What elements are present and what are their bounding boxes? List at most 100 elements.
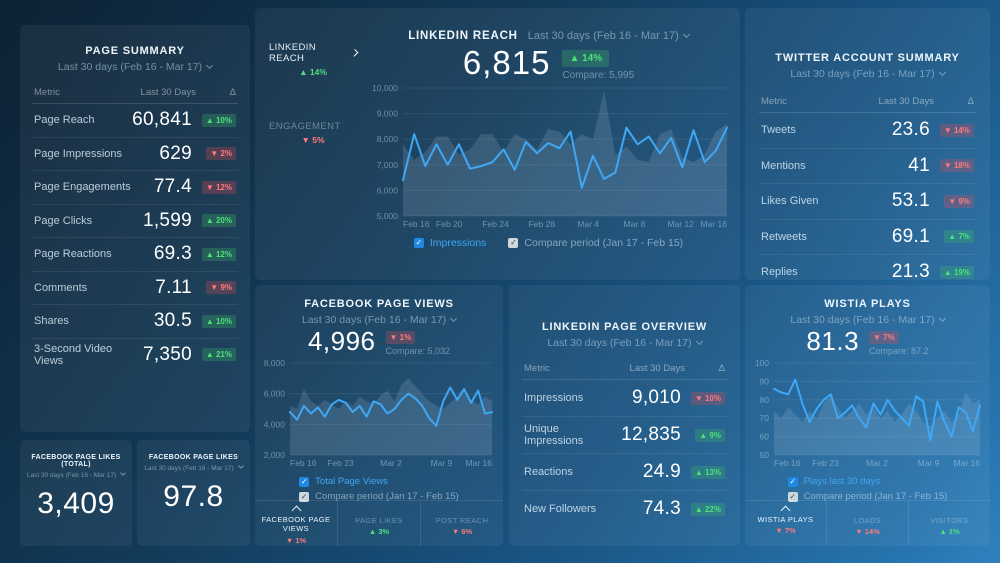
legend-label: Compare period (Jan 17 - Feb 15) [315,491,459,502]
svg-text:2,000: 2,000 [264,450,286,460]
fb-page-views-panel: FACEBOOK PAGE VIEWS Last 30 days (Feb 16… [255,285,503,546]
tab-loads[interactable]: LOADS ▼ 14% [826,501,908,546]
chevron-down-icon [695,337,703,346]
compare-value: Compare: 87.2 [869,346,929,356]
legend-item[interactable]: ✓ Compare period (Jan 17 - Feb 15) [299,491,459,502]
tab-label: WISTIA PLAYS [757,515,814,524]
svg-text:60: 60 [759,432,769,442]
date-range-dropdown[interactable]: Last 30 days (Feb 16 - Mar 17) [745,68,990,80]
legend-checkbox[interactable]: ✓ [787,476,798,487]
metric-label: Page Reactions [34,248,112,261]
rail-item-label: LINKEDIN REACH [269,42,359,64]
rail-item-delta: ▲ 14% [299,67,327,77]
table-row: 3-Second Video Views 7,350 ▲ 21% [32,339,238,372]
table-row: Page Impressions 629 ▼ 2% [32,138,238,171]
table-row: Tweets 23.6 ▼ 14% [759,113,976,149]
legend-item[interactable]: ✓ Impressions [413,237,486,249]
metric-value: 7.11 [155,276,192,298]
svg-text:8,000: 8,000 [264,358,286,368]
metric-value: 9,010 [631,387,681,408]
fb-page-views-chart: 8,000 6,000 4,000 2,000 Feb 16 Feb 23 Mar 2 Mar… [264,358,493,468]
metric-value: 77.4 [153,176,192,198]
delta-badge: ▼ 10% [690,391,725,405]
date-range-dropdown[interactable]: Last 30 days (Feb 16 - Mar 17) [745,314,990,326]
linkedin-reach-panel: LINKEDIN REACH ▲ 14% ENGAGEMENT ▼ 5% LINKED… [255,8,740,280]
linkedin-reach-chart: 10,000 9,000 8,000 7,000 6,000 5,000 Feb 16 Feb… [372,83,728,229]
metric-tabs: FACEBOOK PAGE VIEWS ▼ 1% PAGE LIKES ▲ 3% POS… [255,500,503,546]
metric-value: 1,599 [142,209,192,231]
legend-checkbox[interactable]: ✓ [508,238,519,248]
delta-badge: ▲ 14% [562,50,610,67]
chevron-down-icon [450,314,458,323]
metric-label: Shares [34,315,69,328]
legend-checkbox[interactable]: ✓ [299,476,310,487]
chevron-down-icon [682,30,690,39]
metric-label: Page Clicks [34,214,93,227]
metric-label: Comments [34,281,88,294]
metric-value: 12,835 [621,424,681,445]
date-range-dropdown[interactable]: Last 30 days (Feb 16 - Mar 17) [528,30,690,42]
tab-wistia-plays[interactable]: WISTIA PLAYS ▼ 7% [745,501,826,546]
rail-item-label: ENGAGEMENT [269,121,341,132]
date-range-dropdown[interactable]: Last 30 days (Feb 16 - Mar 17) [137,463,250,472]
table-row: Impressions 9,010 ▼ 10% [522,380,727,417]
svg-text:8,000: 8,000 [376,134,398,144]
tab-post-reach[interactable]: POST REACH ▼ 6% [420,501,503,546]
svg-text:Feb 16: Feb 16 [774,458,801,468]
delta-badge: ▼ 9% [206,281,236,295]
tab-visitors[interactable]: VISITORS ▲ 1% [908,501,990,546]
delta-badge: ▼ 7% [869,331,899,344]
delta-badge: ▲ 7% [944,230,974,244]
legend-checkbox[interactable]: ✓ [299,491,310,502]
date-range-dropdown[interactable]: Last 30 days (Feb 16 - Mar 17) [20,470,132,479]
page-title: FACEBOOK PAGE LIKES [148,454,239,461]
metric-value: 23.6 [891,119,930,141]
tab-page-likes[interactable]: PAGE LIKES ▲ 3% [337,501,420,546]
table-row: Mentions 41 ▼ 18% [759,149,976,184]
date-range-dropdown[interactable]: Last 30 days (Feb 16 - Mar 17) [255,314,503,326]
metric-label: Page Reach [34,114,95,127]
svg-text:Mar 4: Mar 4 [577,219,599,229]
metric-rail: LINKEDIN REACH ▲ 14% ENGAGEMENT ▼ 5% [255,8,359,280]
metric-value: 60,841 [132,109,192,131]
page-summary-panel: PAGE SUMMARY Last 30 days (Feb 16 - Mar … [20,25,250,432]
table-row: Replies 21.3 ▲ 19% [759,255,976,290]
tab-delta: ▲ 1% [939,527,960,537]
svg-text:90: 90 [759,376,769,386]
legend-item[interactable]: ✓ Compare period (Jan 17 - Feb 15) [787,491,947,502]
metric-value: 7,350 [142,343,192,365]
svg-text:4,000: 4,000 [264,419,286,429]
date-range-dropdown[interactable]: Last 30 days (Feb 16 - Mar 17) [509,337,740,349]
caret-up-icon [291,505,301,516]
fb-likes-panel: FACEBOOK PAGE LIKES Last 30 days (Feb 16… [137,440,250,546]
metric-label: Tweets [761,124,796,137]
legend-checkbox[interactable]: ✓ [413,238,424,248]
tab-delta: ▲ 3% [368,527,390,537]
wistia-plays-panel: WISTIA PLAYS Last 30 days (Feb 16 - Mar … [745,285,990,546]
metric-value: 41 [908,154,930,176]
legend-item[interactable]: ✓ Compare period (Jan 17 - Feb 15) [508,237,683,249]
legend-item[interactable]: ✓ Total Page Views [299,476,459,487]
legend-checkbox[interactable]: ✓ [787,491,798,502]
delta-badge: ▲ 19% [939,265,974,279]
chevron-down-icon [938,68,946,77]
delta-badge: ▼ 12% [201,180,236,194]
tab-facebook-page-views[interactable]: FACEBOOK PAGE VIEWS ▼ 1% [255,501,337,546]
date-range-dropdown[interactable]: Last 30 days (Feb 16 - Mar 17) [20,61,250,73]
svg-text:Mar 2: Mar 2 [380,458,402,468]
legend-item[interactable]: ✓ Plays last 30 days [787,476,948,487]
svg-text:Mar 9: Mar 9 [431,458,453,468]
tab-delta: ▼ 1% [285,535,307,545]
svg-text:50: 50 [759,450,769,460]
delta-badge: ▼ 2% [206,147,236,161]
rail-item-engagement[interactable]: ENGAGEMENT ▼ 5% [269,121,357,145]
metrics-table: Impressions 9,010 ▼ 10% Unique Impressions 1… [522,380,727,527]
kpi-value: 6,815 [462,44,551,81]
page-title: TWITTER ACCOUNT SUMMARY [775,52,960,64]
rail-item-linkedin-reach[interactable]: LINKEDIN REACH ▲ 14% [269,42,359,77]
tab-delta: ▼ 14% [855,527,880,537]
chevron-down-icon [237,463,244,469]
delta-badge: ▲ 12% [201,247,236,261]
metric-value: 69.1 [891,225,930,247]
